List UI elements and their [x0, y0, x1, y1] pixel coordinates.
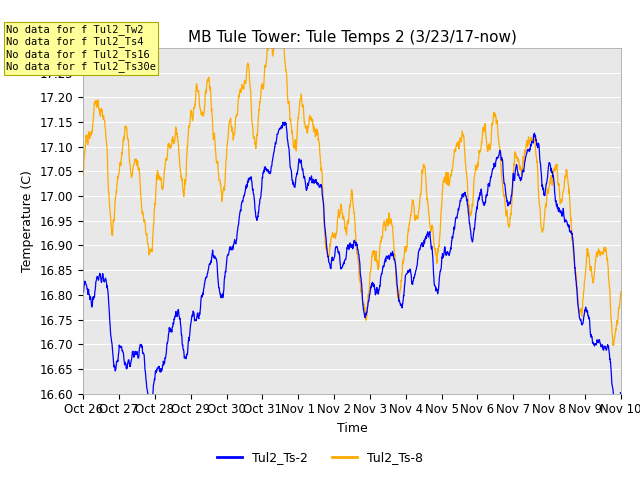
Text: No data for f Tul2_Tw2
No data for f Tul2_Ts4
No data for f Tul2_Ts16
No data fo: No data for f Tul2_Tw2 No data for f Tul… [6, 24, 156, 72]
Tul2_Ts-8 [327, 240, 335, 246]
Tul2_Ts-8 [107, 214, 115, 219]
Tul2_Ts-8 [609, 342, 617, 348]
Legend: Tul2_Ts-2, Tul2_Ts-8: Tul2_Ts-2, Tul2_Ts-8 [212, 446, 428, 469]
Tul2_Ts-8 [503, 207, 511, 213]
Tul2_Ts-8 [341, 222, 349, 228]
Tul2_Ts-2 [282, 119, 289, 125]
Tul2_Ts-8 [617, 288, 625, 294]
Tul2_Ts-2 [79, 289, 87, 295]
X-axis label: Time: Time [337, 422, 367, 435]
Tul2_Ts-2 [602, 344, 609, 349]
Tul2_Ts-8 [79, 172, 87, 178]
Tul2_Ts-2 [107, 332, 115, 337]
Tul2_Ts-2 [327, 264, 335, 270]
Tul2_Ts-2 [617, 391, 625, 397]
Y-axis label: Temperature (C): Temperature (C) [21, 170, 35, 272]
Tul2_Ts-8 [602, 246, 609, 252]
Tul2_Ts-2 [602, 345, 609, 351]
Tul2_Ts-2 [503, 197, 511, 203]
Line: Tul2_Ts-2: Tul2_Ts-2 [83, 122, 621, 418]
Tul2_Ts-2 [341, 257, 349, 263]
Tul2_Ts-8 [276, 0, 284, 1]
Line: Tul2_Ts-8: Tul2_Ts-8 [83, 0, 621, 345]
Tul2_Ts-2 [612, 415, 620, 421]
Tul2_Ts-8 [602, 249, 609, 254]
Title: MB Tule Tower: Tule Temps 2 (3/23/17-now): MB Tule Tower: Tule Temps 2 (3/23/17-now… [188, 30, 516, 46]
